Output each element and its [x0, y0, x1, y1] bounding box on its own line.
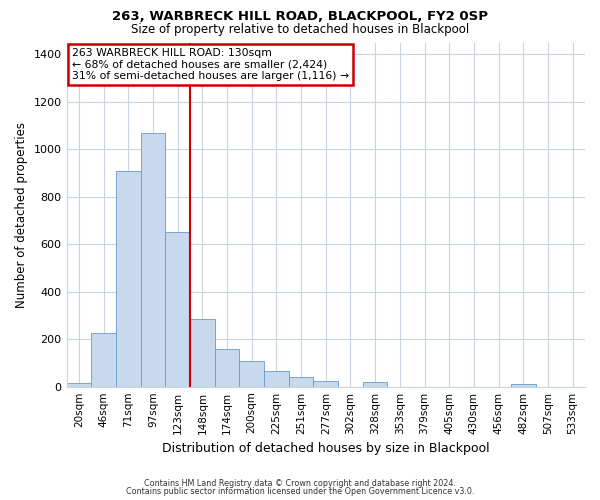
Bar: [91, 332, 116, 386]
Text: 263 WARBRECK HILL ROAD: 130sqm
← 68% of detached houses are smaller (2,424)
31% : 263 WARBRECK HILL ROAD: 130sqm ← 68% of …: [72, 48, 349, 81]
Bar: [215, 349, 239, 387]
Bar: [313, 382, 338, 386]
Bar: [67, 383, 91, 386]
Bar: [363, 382, 388, 386]
Bar: [140, 133, 165, 386]
Text: Contains HM Land Registry data © Crown copyright and database right 2024.: Contains HM Land Registry data © Crown c…: [144, 478, 456, 488]
Text: Contains public sector information licensed under the Open Government Licence v3: Contains public sector information licen…: [126, 487, 474, 496]
Text: 263, WARBRECK HILL ROAD, BLACKPOOL, FY2 0SP: 263, WARBRECK HILL ROAD, BLACKPOOL, FY2 …: [112, 10, 488, 23]
Bar: [511, 384, 536, 386]
Bar: [190, 319, 215, 386]
Bar: [116, 170, 140, 386]
X-axis label: Distribution of detached houses by size in Blackpool: Distribution of detached houses by size …: [162, 442, 490, 455]
Text: Size of property relative to detached houses in Blackpool: Size of property relative to detached ho…: [131, 22, 469, 36]
Bar: [239, 362, 264, 386]
Bar: [289, 377, 313, 386]
Y-axis label: Number of detached properties: Number of detached properties: [15, 122, 28, 308]
Bar: [264, 370, 289, 386]
Bar: [165, 232, 190, 386]
